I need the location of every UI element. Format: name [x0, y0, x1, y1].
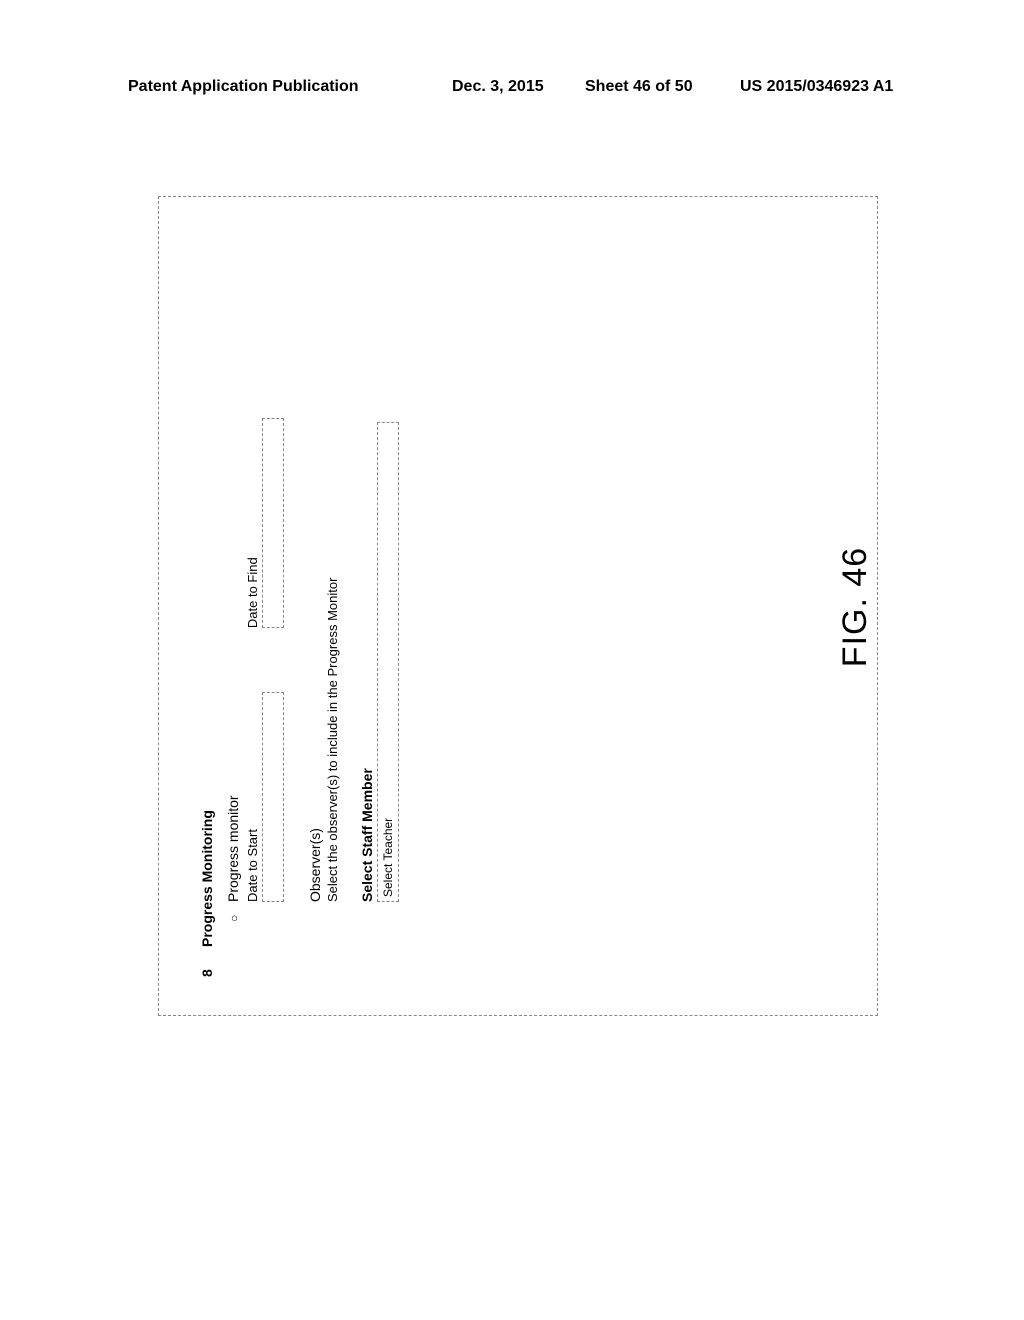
header-sheet: Sheet 46 of 50: [585, 78, 693, 96]
observers-label: Observer(s): [307, 828, 323, 902]
date-start-input[interactable]: [262, 692, 284, 902]
observers-description: Select the observer(s) to include in the…: [325, 578, 340, 902]
section-title: Progress Monitoring: [199, 810, 215, 947]
date-start-column: Date to Start: [245, 672, 284, 902]
header-date: Dec. 3, 2015: [452, 78, 544, 96]
figure-frame: 8 Progress Monitoring ○ Progress monitor…: [158, 196, 878, 1016]
step-number: 8: [199, 969, 215, 977]
staff-select[interactable]: Select Teacher: [377, 422, 399, 902]
staff-select-placeholder: Select Teacher: [381, 818, 395, 897]
date-find-label: Date to Find: [245, 368, 260, 628]
header-pubnum: US 2015/0346923 A1: [740, 78, 893, 96]
staff-label: Select Staff Member: [359, 422, 375, 902]
date-row: Date to Start Date to Find: [245, 262, 284, 902]
bullet-icon: ○: [227, 915, 241, 922]
figure-caption: FIG. 46: [836, 197, 875, 1017]
figure-content-rotated: 8 Progress Monitoring ○ Progress monitor…: [159, 197, 879, 1017]
staff-block: Select Staff Member Select Teacher: [359, 422, 399, 902]
date-find-column: Date to Find: [245, 368, 284, 628]
header-publication: Patent Application Publication: [128, 78, 359, 96]
sub-heading: Progress monitor: [225, 795, 241, 902]
date-find-input[interactable]: [262, 418, 284, 628]
date-start-label: Date to Start: [245, 672, 260, 902]
